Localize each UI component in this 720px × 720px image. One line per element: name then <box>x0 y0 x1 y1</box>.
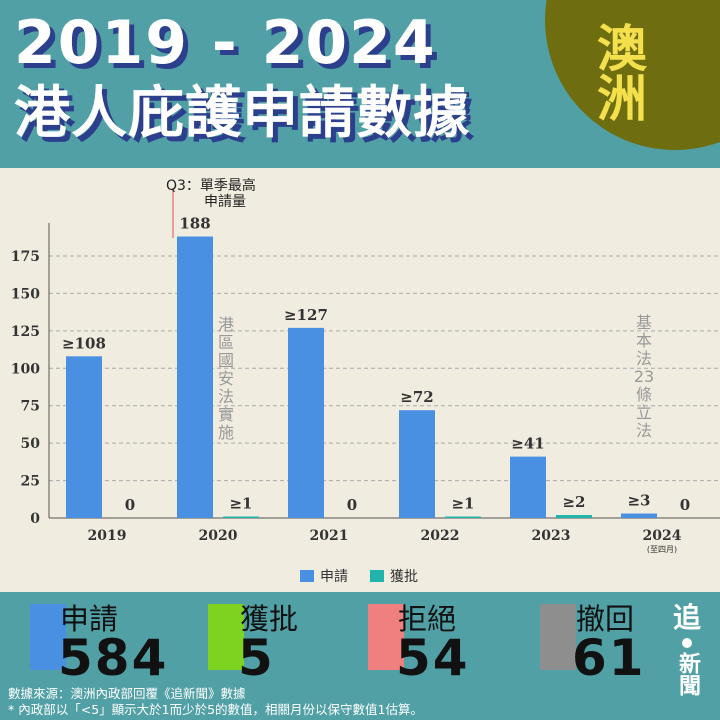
y-tick-label: 0 <box>30 511 40 527</box>
bar-applications <box>66 356 102 518</box>
x-tick-label: 2024 <box>643 528 682 544</box>
data-label: ≥1 <box>451 495 474 513</box>
event-annotation: 實 <box>218 405 234 424</box>
stat-label: 申請 <box>60 602 119 636</box>
data-label: 0 <box>347 496 357 514</box>
summary-panel: 申請 584 獲批 5 拒絕 54 撤回 61 數據來源：澳洲內政部回覆《追新聞… <box>0 592 720 720</box>
event-annotation: 本 <box>636 331 652 350</box>
logo: 追 新聞 <box>664 601 710 697</box>
logo-dot <box>682 638 692 648</box>
bar-approved <box>556 515 592 518</box>
data-label: ≥3 <box>627 492 650 510</box>
y-tick-label: 100 <box>11 361 40 377</box>
bar-applications <box>288 327 324 518</box>
bar-approved <box>445 516 481 518</box>
y-tick-label: 150 <box>11 286 40 302</box>
bar-applications <box>510 456 546 518</box>
color-swatch <box>540 604 576 670</box>
data-label: ≥72 <box>400 388 433 406</box>
data-label: ≥1 <box>229 495 252 513</box>
bar-applications <box>621 513 657 518</box>
x-tick-label: 2019 <box>88 528 127 544</box>
annotation-text: Q3：單季最高 <box>166 177 256 194</box>
legend-label: 申請 <box>320 569 348 585</box>
color-swatch <box>30 604 66 670</box>
page-title: 港人庇護申請數據 <box>14 81 470 146</box>
stat-value: 54 <box>396 629 470 687</box>
event-annotation: 港 <box>218 315 234 334</box>
event-annotation: 安 <box>218 369 234 388</box>
annotation-text: 申請量 <box>204 194 246 210</box>
footnote: * 內政部以「<5」顯示大於1而少於5的數值，相關月份以保守數值1估算。 <box>8 702 424 717</box>
region-label: 澳洲 <box>589 22 647 122</box>
data-label: ≥127 <box>284 306 328 324</box>
y-tick-label: 175 <box>11 249 40 265</box>
event-annotation: 法 <box>636 421 652 440</box>
data-label: 188 <box>179 215 210 233</box>
source-note: 數據來源：澳洲內政部回覆《追新聞》數據 <box>8 686 246 701</box>
event-annotation: 條 <box>636 385 652 404</box>
header: 澳洲 2019 - 2024 港人庇護申請數據 <box>0 0 720 168</box>
y-tick-label: 50 <box>21 436 41 452</box>
bar-chart: 0 25 50 75 100 125 150 175 ≥108 0 2019 188 ≥1 2020 ≥12… <box>0 168 720 592</box>
data-label: 0 <box>680 496 690 514</box>
y-tick-label: 25 <box>21 474 40 490</box>
x-tick-label: 2023 <box>532 528 571 544</box>
event-annotation: 立 <box>636 403 652 422</box>
stat-value: 5 <box>238 629 275 687</box>
bar-applications <box>177 236 213 518</box>
legend-swatch-applications <box>300 570 314 582</box>
event-annotation: 基 <box>636 313 652 332</box>
title-years: 2019 - 2024 <box>14 8 437 78</box>
event-annotation: 施 <box>218 423 234 442</box>
stat-label: 撤回 <box>576 602 635 636</box>
logo-bottom: 新聞 <box>675 652 700 696</box>
event-annotation: 法 <box>218 387 234 406</box>
chart-svg: 0255075100125150175≥10802019188≥12020≥12… <box>11 177 720 585</box>
legend-label: 獲批 <box>390 569 418 585</box>
color-swatch <box>368 604 404 670</box>
y-tick-label: 75 <box>21 399 40 415</box>
data-label: ≥108 <box>62 334 106 352</box>
event-annotation: 區 <box>218 333 234 352</box>
data-label: 0 <box>125 496 135 514</box>
logo-top: 追 <box>672 601 701 634</box>
bar-approved <box>223 516 259 518</box>
event-annotation: 國 <box>218 351 234 370</box>
x-tick-label: 2020 <box>199 528 238 544</box>
stat-label: 拒絕 <box>398 602 457 636</box>
x-tick-sublabel: (至四月) <box>647 545 677 554</box>
x-tick-label: 2021 <box>310 528 349 544</box>
stat-value: 61 <box>572 629 646 687</box>
legend-swatch-approved <box>370 570 384 582</box>
color-swatch <box>208 604 244 670</box>
bar-applications <box>399 410 435 518</box>
y-tick-label: 125 <box>11 324 40 340</box>
x-tick-label: 2022 <box>421 528 460 544</box>
data-label: ≥41 <box>511 435 544 453</box>
event-annotation: 23 <box>634 367 654 386</box>
stat-value: 584 <box>58 629 169 687</box>
stat-label: 獲批 <box>240 602 299 636</box>
event-annotation: 法 <box>636 349 652 368</box>
data-label: ≥2 <box>562 493 585 511</box>
